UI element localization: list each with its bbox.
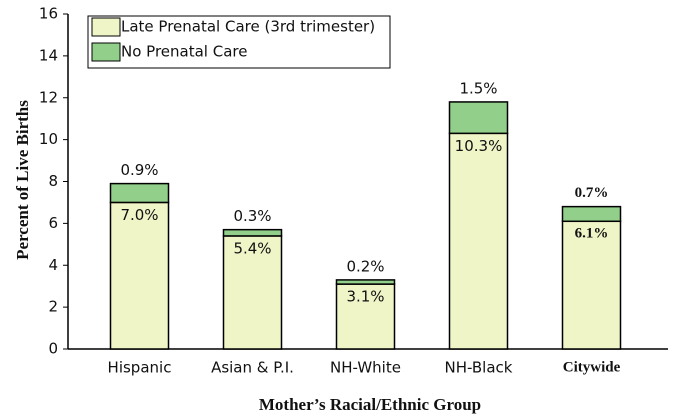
legend-swatch: [91, 17, 121, 37]
x-tick-label: Asian & P.I.: [211, 359, 294, 377]
bar-segment: [222, 235, 283, 350]
data-label: 0.7%: [575, 185, 609, 201]
bar-segment: [561, 220, 622, 350]
x-tick-label: NH-White: [330, 359, 401, 377]
data-label: 7.0%: [120, 206, 158, 224]
y-tick-label: 16: [39, 5, 58, 23]
bar-segment: [335, 283, 396, 350]
y-tick-label: 0: [48, 340, 58, 358]
y-tick-label: 6: [48, 214, 58, 232]
x-tick-label: NH-Black: [445, 359, 513, 377]
bar-segment: [222, 228, 283, 237]
y-tick-label: 4: [48, 256, 58, 274]
x-tick-label: Hispanic: [108, 359, 172, 377]
bar-segment: [109, 201, 170, 350]
legend-box: [87, 15, 391, 69]
bar-segment: [109, 182, 170, 204]
y-tick-label: 8: [48, 172, 58, 190]
data-label: 0.3%: [233, 207, 271, 225]
bar-segment: [561, 205, 622, 223]
y-tick-label: 12: [39, 88, 58, 106]
data-label: 0.9%: [120, 161, 158, 179]
y-axis-title: Percent of Live Births: [13, 100, 32, 260]
data-label: 1.5%: [459, 79, 497, 97]
data-label: 6.1%: [575, 226, 609, 242]
data-label: 0.2%: [346, 257, 384, 275]
bar-segment: [335, 279, 396, 285]
data-label: 10.3%: [455, 137, 503, 155]
x-axis-title: Mother’s Racial/Ethnic Group: [259, 395, 481, 414]
legend-label: No Prenatal Care: [121, 43, 247, 61]
y-tick-label: 14: [39, 46, 58, 64]
legend-swatch: [91, 42, 121, 62]
x-tick-label: Citywide: [563, 359, 621, 375]
y-tick-label: 2: [48, 298, 58, 316]
legend-label: Late Prenatal Care (3rd trimester): [121, 18, 375, 36]
bar-segment: [448, 101, 509, 135]
bar-segment: [448, 132, 509, 350]
data-label: 5.4%: [233, 239, 271, 257]
y-tick-label: 10: [39, 130, 58, 148]
data-label: 3.1%: [346, 288, 384, 306]
